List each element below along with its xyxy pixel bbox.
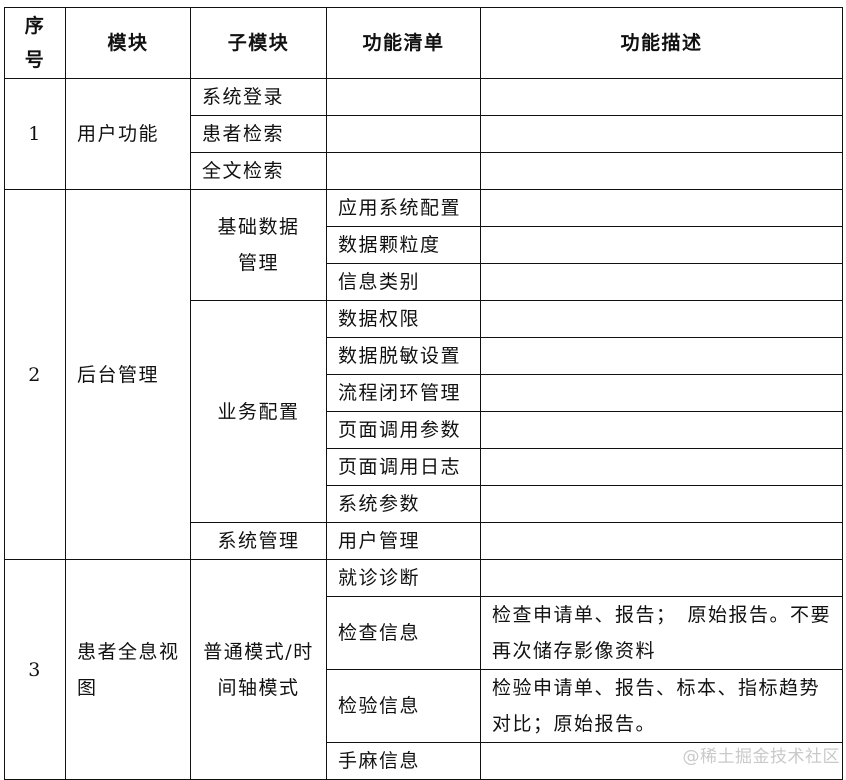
submodule-cell: 普通模式/时间轴模式 xyxy=(190,559,327,780)
description-cell xyxy=(480,374,843,412)
description-cell xyxy=(480,78,843,116)
feature-cell: 数据脱敏设置 xyxy=(326,337,481,375)
submodule-label: 普通模式/时间轴模式 xyxy=(203,640,314,699)
feature-cell: 页面调用日志 xyxy=(326,448,481,486)
feature-table: 序号 模块 子模块 功能清单 功能描述 1 用户功能 系统登录 患者检索 全文检… xyxy=(4,7,843,780)
header-module: 模块 xyxy=(65,7,191,79)
feature-cell: 手麻信息 xyxy=(326,742,481,780)
seq-cell: 3 xyxy=(4,559,66,780)
description-cell xyxy=(480,522,843,560)
table-row: 系统管理 用户管理 xyxy=(5,522,843,560)
description-cell xyxy=(480,152,843,190)
description-cell xyxy=(480,226,843,264)
module-cell: 后台管理 xyxy=(65,189,191,560)
header-seq: 序号 xyxy=(4,7,66,79)
feature-cell xyxy=(326,152,481,190)
feature-cell: 检查信息 xyxy=(326,596,481,670)
header-submodule: 子模块 xyxy=(190,7,327,79)
watermark: @稀土掘金技术社区 xyxy=(682,747,840,767)
description-cell xyxy=(480,337,843,375)
table-row: 页面调用参数 xyxy=(5,411,843,449)
table-row: 1 用户功能 系统登录 xyxy=(4,78,843,190)
description-cell xyxy=(480,448,843,486)
table-row: 2 后台管理 基础数据管理 应用系统配置 xyxy=(4,189,843,560)
feature-cell: 流程闭环管理 xyxy=(326,374,481,412)
seq-cell: 2 xyxy=(4,189,66,560)
submodule-cell: 系统管理 xyxy=(190,522,327,560)
description-cell xyxy=(480,411,843,449)
table-row: 数据颗粒度 xyxy=(5,226,843,264)
feature-cell: 信息类别 xyxy=(326,263,481,301)
table-row: 检验信息 检验申请单、报告、标本、指标趋势对比；原始报告。 xyxy=(5,669,843,743)
feature-cell: 用户管理 xyxy=(326,522,481,560)
description-cell xyxy=(480,485,843,523)
description-cell xyxy=(480,300,843,338)
table-row: 页面调用日志 xyxy=(5,448,843,486)
table-row: 数据脱敏设置 xyxy=(5,337,843,375)
header-seq-label: 序号 xyxy=(24,15,46,71)
table-row: 3 患者全息视图 普通模式/时间轴模式 就诊诊断 xyxy=(4,559,843,780)
submodule-cell: 全文检索 xyxy=(190,152,327,190)
feature-cell xyxy=(326,78,481,116)
submodule-cell: 系统登录 xyxy=(190,78,327,116)
feature-cell: 系统参数 xyxy=(326,485,481,523)
table-row: 系统参数 xyxy=(5,485,843,523)
module-label: 患者全息视图 xyxy=(77,640,180,699)
submodule-cell: 患者检索 xyxy=(190,115,327,153)
module-cell: 患者全息视图 xyxy=(65,559,191,780)
description-text: 检验申请单、报告、标本、指标趋势对比；原始报告。 xyxy=(492,677,821,735)
description-cell xyxy=(480,115,843,153)
feature-cell xyxy=(326,115,481,153)
feature-cell: 应用系统配置 xyxy=(326,189,481,227)
seq-cell: 1 xyxy=(4,78,66,190)
table-row: 信息类别 xyxy=(5,263,843,301)
description-cell: 检验申请单、报告、标本、指标趋势对比；原始报告。 xyxy=(480,669,843,743)
table-row: 检查信息 检查申请单、报告； 原始报告。不要再次储存影像资料 xyxy=(5,596,843,670)
description-cell: 检查申请单、报告； 原始报告。不要再次储存影像资料 xyxy=(480,596,843,670)
submodule-cell: 业务配置 xyxy=(190,300,327,523)
feature-cell: 检验信息 xyxy=(326,669,481,743)
table-row: 全文检索 xyxy=(5,152,843,190)
description-text: 检查申请单、报告； 原始报告。不要再次储存影像资料 xyxy=(492,604,832,662)
submodule-label: 基础数据管理 xyxy=(217,216,300,274)
feature-cell: 数据权限 xyxy=(326,300,481,338)
feature-cell: 就诊诊断 xyxy=(326,559,481,597)
header-features: 功能清单 xyxy=(326,7,481,79)
header-description: 功能描述 xyxy=(480,7,843,79)
feature-cell: 页面调用参数 xyxy=(326,411,481,449)
feature-cell: 数据颗粒度 xyxy=(326,226,481,264)
submodule-cell: 基础数据管理 xyxy=(190,189,327,301)
description-cell xyxy=(480,263,843,301)
description-cell xyxy=(480,559,843,597)
description-cell xyxy=(480,189,843,227)
module-cell: 用户功能 xyxy=(65,78,191,190)
header-row: 序号 模块 子模块 功能清单 功能描述 xyxy=(4,7,843,79)
